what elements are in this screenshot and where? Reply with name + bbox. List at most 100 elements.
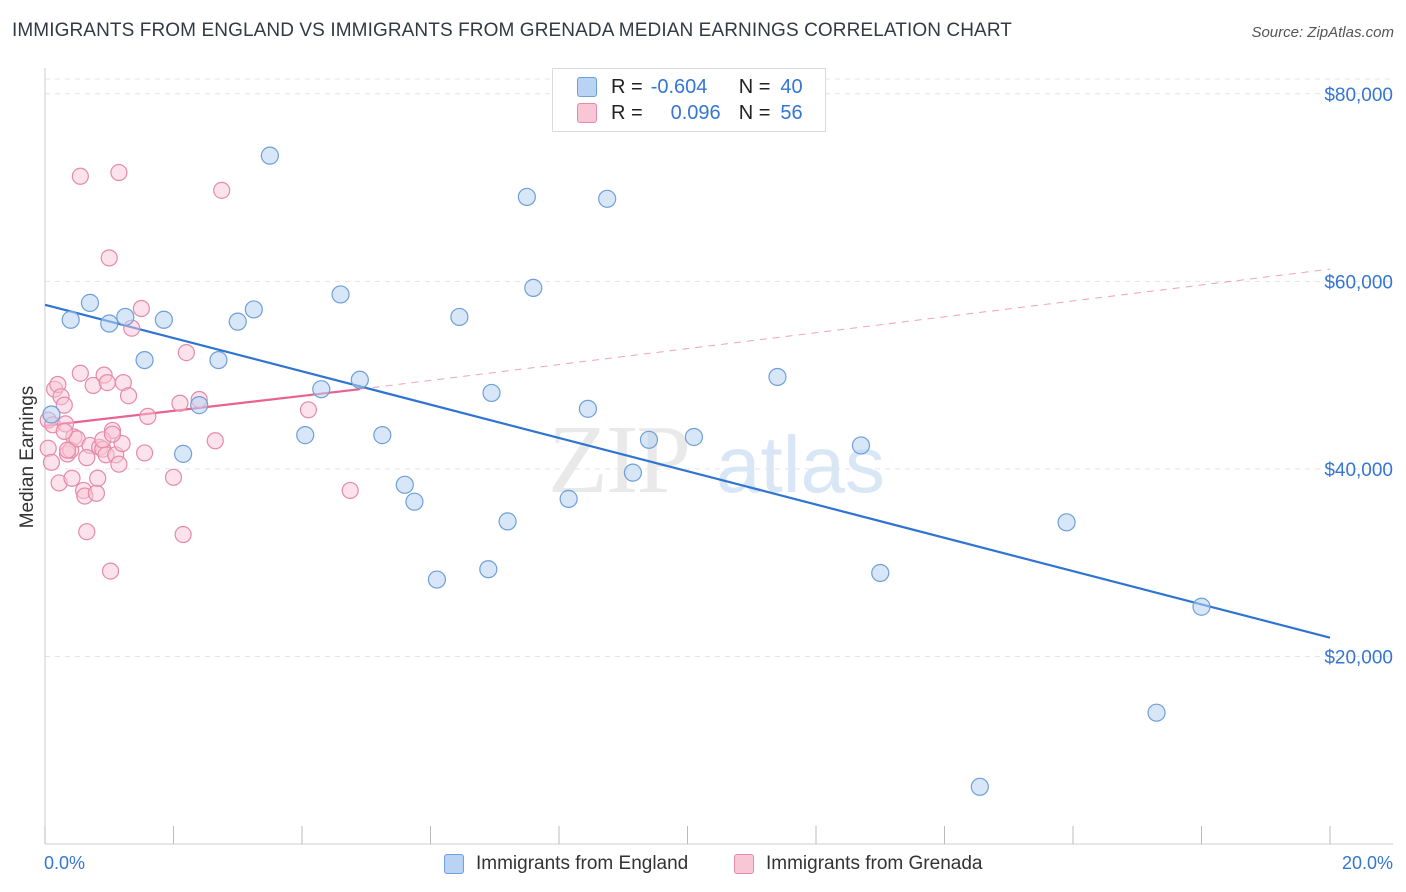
axis-labels: $20,000 $40,000 $60,000 $80,000 0.0% 20.0% [44, 85, 1393, 873]
y-tick-label: $80,000 [1324, 85, 1393, 106]
grenada-point [101, 562, 120, 580]
grenada-point [103, 425, 122, 443]
bottom-legend-grenada: Immigrants from Grenada [734, 851, 982, 877]
legend-row-grenada: R = 0.096 N = 56 [577, 101, 803, 125]
grenada-point [206, 432, 224, 450]
y-tick-label: $20,000 [1324, 647, 1393, 668]
england-point [479, 560, 498, 579]
chart-title: IMMIGRANTS FROM ENGLAND VS IMMIGRANTS FR… [12, 20, 1012, 41]
england-point [405, 492, 424, 511]
england-point [228, 312, 247, 331]
x-tick-label-max: 20.0% [1342, 853, 1393, 873]
england-point [1057, 513, 1076, 532]
grenada-point [177, 343, 195, 362]
grenada-point [132, 299, 150, 318]
england-point [296, 426, 315, 445]
legend-row-england: R = -0.604 N = 40 [577, 75, 803, 99]
r-value-grenada: 0.096 [670, 101, 721, 124]
y-axis-label: Median Earnings [17, 386, 38, 529]
grenada-point [164, 468, 183, 486]
r-label: R = [611, 75, 643, 98]
england-trend-line [44, 303, 1331, 639]
england-point [1147, 703, 1166, 722]
england-point [559, 489, 578, 508]
england-point [427, 570, 447, 589]
england-point [395, 475, 414, 494]
england-point [524, 278, 543, 297]
grenada-point [135, 444, 154, 462]
grenada-point [71, 167, 89, 185]
grenada-point [174, 525, 192, 544]
england-point [373, 426, 392, 445]
grenada-point [119, 387, 138, 405]
bottom-legend-england: Immigrants from England [444, 851, 688, 877]
grenada-point [213, 181, 231, 199]
grenada-point [100, 249, 118, 267]
england-point [209, 350, 228, 370]
r-label: R = [611, 101, 643, 124]
data-points [39, 146, 1211, 796]
grenada-point [98, 374, 116, 392]
grenada-swatch [577, 103, 597, 123]
grenada-point [63, 469, 81, 487]
grenada-point [78, 449, 96, 467]
england-point [312, 380, 331, 399]
grenada-point [39, 439, 57, 457]
grenada-point [55, 396, 73, 414]
grenada-point [171, 394, 189, 412]
england-point [482, 383, 501, 403]
england-point [80, 293, 100, 312]
n-label: N = [738, 75, 771, 98]
stats-legend: R = -0.604 N = 40 R = 0.096 N = 56 [552, 68, 826, 132]
grenada-point [42, 453, 61, 471]
r-value-england: -0.604 [650, 75, 708, 98]
england-point [851, 436, 871, 455]
england-point [598, 189, 617, 208]
england-point [244, 300, 263, 319]
england-point [42, 405, 61, 424]
england-point [768, 367, 787, 387]
england-point [450, 307, 469, 327]
x-tick-label-min: 0.0% [44, 853, 85, 873]
england-point [871, 563, 890, 583]
england-point [970, 777, 989, 796]
grenada-point [58, 441, 77, 459]
england-point [684, 427, 704, 447]
n-value-grenada: 56 [780, 101, 803, 124]
england-point [331, 285, 350, 304]
y-tick-label: $40,000 [1324, 460, 1393, 481]
grenada-point [110, 163, 128, 182]
england-swatch [577, 77, 597, 97]
grenada-point [299, 401, 318, 419]
grenada-legend-label: Immigrants from Grenada [766, 853, 983, 874]
england-point [190, 396, 209, 415]
england-point [116, 307, 135, 327]
grenada-swatch [734, 854, 754, 874]
grenada-point [71, 364, 89, 382]
england-point [623, 463, 642, 482]
england-point [260, 146, 279, 165]
grenada-trend-extension [359, 268, 1331, 390]
gridlines [45, 78, 1393, 657]
grenada-point [341, 481, 359, 500]
england-point [350, 370, 369, 389]
grenada-point [89, 469, 107, 487]
grenada-point [78, 523, 96, 541]
england-point [154, 310, 173, 329]
chart-source: Source: ZipAtlas.com [1251, 24, 1394, 41]
england-point [517, 187, 536, 207]
england-point [1192, 597, 1211, 616]
england-point [639, 430, 659, 449]
y-tick-label: $60,000 [1324, 272, 1393, 293]
watermark-atlas: atlas [716, 420, 885, 509]
england-swatch [444, 854, 464, 874]
grenada-point [87, 484, 106, 502]
grenada-point [110, 455, 128, 473]
england-point [61, 310, 80, 329]
grenada-point [139, 407, 157, 425]
england-point [498, 512, 517, 531]
n-value-england: 40 [780, 75, 803, 98]
england-legend-label: Immigrants from England [476, 853, 689, 874]
england-point [100, 314, 119, 333]
